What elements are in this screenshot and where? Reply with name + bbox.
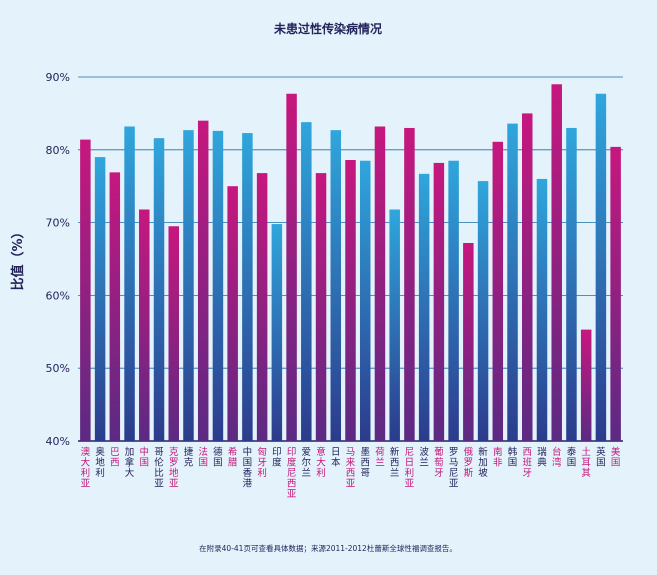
- category-label: 台湾: [552, 446, 562, 469]
- bar: [522, 113, 533, 442]
- bar: [227, 186, 238, 441]
- category-label: 澳大利亚: [81, 446, 91, 490]
- category-label: 新西兰: [390, 446, 400, 479]
- bar: [212, 130, 224, 441]
- category-label: 尼日利亚: [405, 447, 415, 490]
- footnote: 在附录40-41页可查看具体数据；来源2011-2012杜蕾斯全球性福调查报告。: [199, 543, 457, 553]
- category-label: 克罗地亚: [169, 447, 179, 490]
- bar: [271, 224, 283, 441]
- bar: [183, 130, 194, 442]
- bar: [139, 209, 150, 441]
- category-label: 罗马尼亚: [449, 447, 459, 490]
- category-label: 西班牙: [522, 447, 532, 479]
- bar: [80, 139, 91, 441]
- bar: [477, 181, 489, 441]
- category-label: 巴西: [110, 447, 120, 469]
- category-label: 意大利: [316, 446, 326, 479]
- bar: [610, 146, 621, 441]
- category-label: 法国: [198, 446, 208, 469]
- category-label: 匈牙利: [257, 446, 267, 479]
- category-label: 南非: [493, 446, 503, 469]
- category-label: 英国: [596, 446, 606, 469]
- category-label: 印度: [272, 446, 282, 469]
- bar: [359, 160, 371, 441]
- bar: [492, 141, 504, 442]
- category-label: 加拿大: [125, 447, 135, 479]
- category-label: 泰国: [567, 446, 577, 469]
- y-tick-label: 80%: [46, 144, 70, 157]
- bar: [374, 126, 386, 441]
- bar: [124, 126, 135, 441]
- category-label: 瑞典: [537, 446, 547, 469]
- category-label: 俄罗斯: [464, 446, 474, 479]
- bar: [580, 329, 592, 441]
- bar: [286, 93, 297, 441]
- bar: [301, 122, 312, 442]
- bar: [330, 130, 342, 442]
- bar: [551, 84, 562, 441]
- bar: [566, 127, 577, 442]
- y-tick-label: 60%: [46, 289, 70, 302]
- category-label: 中国香港: [243, 446, 253, 490]
- category-label: 土耳其: [581, 446, 591, 479]
- category-label: 日本: [331, 447, 341, 469]
- category-label: 墨西哥: [360, 447, 370, 479]
- y-tick-label: 90%: [46, 71, 70, 84]
- category-label: 葡萄牙: [434, 446, 444, 479]
- category-label: 荷兰: [375, 447, 385, 469]
- bar: [404, 127, 415, 442]
- bars: [80, 84, 621, 442]
- category-label: 印度尼西亚: [287, 446, 297, 500]
- bar: [433, 162, 445, 442]
- bar: [256, 173, 268, 441]
- bar: [153, 138, 165, 442]
- category-label: 韩国: [508, 446, 518, 469]
- category-label: 中国: [140, 446, 150, 469]
- category-label: 哥伦比亚: [154, 447, 164, 490]
- bar: [463, 242, 474, 441]
- chart-title: 未患过性传染病情况: [273, 21, 382, 36]
- category-label: 马来西亚: [346, 447, 356, 490]
- bar: [109, 172, 121, 442]
- y-tick-labels: 40% 50% 60% 70% 80% 90%: [46, 71, 70, 448]
- category-label: 新加坡: [478, 446, 488, 479]
- bar: [168, 226, 179, 441]
- category-labels: 澳大利亚奥地利巴西加拿大中国哥伦比亚克罗地亚捷克法国德国希腊中国香港匈牙利印度印…: [81, 446, 621, 500]
- y-tick-label: 70%: [46, 217, 70, 230]
- category-label: 捷克: [184, 446, 194, 469]
- y-tick-label: 50%: [46, 362, 70, 375]
- y-tick-label: 40%: [46, 435, 70, 448]
- bar: [507, 123, 518, 441]
- category-label: 美国: [611, 446, 621, 469]
- bar: [197, 120, 209, 442]
- bar: [536, 178, 548, 442]
- bar: [94, 157, 106, 441]
- bar: [418, 173, 430, 441]
- bar: [315, 173, 327, 441]
- category-label: 爱尔兰: [302, 446, 312, 479]
- category-label: 波兰: [419, 446, 429, 469]
- category-label: 德国: [213, 446, 223, 469]
- y-axis-label: 比值（%）: [10, 225, 26, 290]
- bar: [448, 160, 459, 441]
- category-label: 希腊: [228, 446, 238, 469]
- bar: [345, 159, 356, 441]
- bar: [242, 133, 253, 441]
- category-label: 奥地利: [95, 446, 105, 479]
- bar: [595, 93, 607, 441]
- bar: [389, 209, 400, 441]
